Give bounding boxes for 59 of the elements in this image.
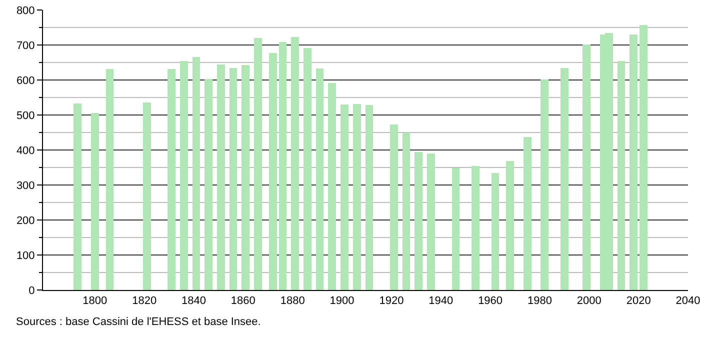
bar (216, 64, 225, 290)
x-tick-label: 1920 (379, 295, 404, 308)
bar (90, 112, 99, 290)
bar (617, 60, 626, 290)
bar (142, 102, 151, 290)
bar (452, 168, 460, 290)
bar (427, 154, 435, 290)
y-tick-label: 100 (16, 250, 35, 262)
bar (390, 124, 398, 290)
bar (291, 36, 300, 290)
y-tick-label: 200 (16, 214, 35, 227)
x-tick-label: 2000 (576, 295, 602, 308)
y-tick-label: 700 (16, 40, 35, 52)
bar (180, 60, 188, 290)
bar (640, 25, 648, 290)
bar (560, 68, 568, 290)
x-tick-label: 1900 (330, 295, 354, 308)
bar (242, 64, 250, 290)
bar (365, 105, 374, 290)
bar (74, 103, 82, 290)
x-tick-label: 2020 (626, 295, 651, 308)
y-tick-label: 500 (16, 110, 35, 122)
bar (303, 48, 312, 290)
bar (540, 79, 549, 290)
bar (254, 38, 262, 290)
y-tick-label: 400 (16, 144, 35, 157)
bar (352, 104, 361, 290)
x-tick-label: 1940 (428, 295, 454, 308)
bar (204, 78, 213, 290)
x-tick-label: 1820 (132, 295, 157, 308)
bar (278, 42, 287, 290)
bar (106, 69, 114, 290)
bar (414, 152, 423, 290)
y-tick-label: 600 (16, 74, 35, 87)
source-note: Sources : base Cassini de l'EHESS et base Insee. (16, 316, 261, 328)
x-tick-label: 1800 (82, 295, 108, 308)
bar (268, 53, 277, 290)
x-tick-label: 1840 (182, 295, 206, 308)
y-tick-label: 0 (28, 284, 35, 297)
bar (630, 34, 638, 290)
x-tick-label: 1960 (478, 295, 503, 308)
bar (523, 137, 532, 290)
bar (192, 56, 200, 290)
x-tick-label: 1980 (527, 295, 552, 308)
bar (506, 161, 514, 290)
bar (402, 132, 410, 290)
bar (316, 68, 324, 290)
y-tick-label: 800 (16, 4, 35, 17)
bar (168, 69, 176, 290)
bar (582, 44, 591, 290)
x-tick-label: 1860 (230, 295, 256, 308)
bar (340, 104, 348, 290)
bar (472, 166, 480, 290)
y-tick-label: 300 (16, 180, 35, 192)
x-tick-label: 1880 (280, 295, 305, 308)
bar (491, 172, 500, 290)
bar (328, 83, 336, 290)
x-tick-label: 2040 (676, 295, 700, 308)
bar (229, 68, 238, 290)
